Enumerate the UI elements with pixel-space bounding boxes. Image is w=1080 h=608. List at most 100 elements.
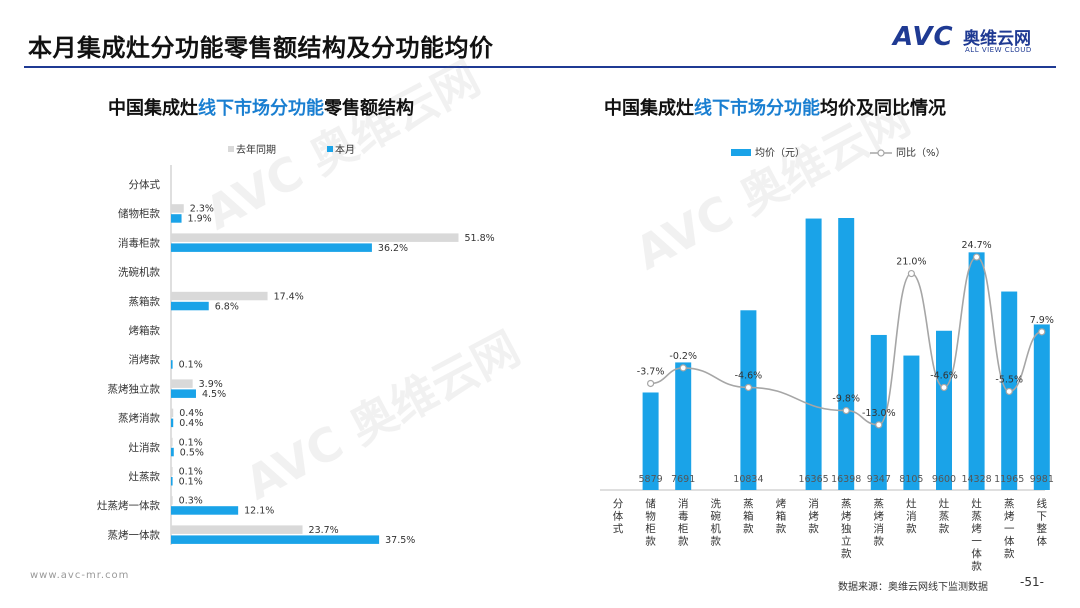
price-label: 9347 xyxy=(867,474,891,485)
category-label: 分体式 xyxy=(613,498,624,535)
yoy-point xyxy=(1038,328,1046,336)
bar-last-year xyxy=(171,496,173,505)
bar-value-label: 0.1% xyxy=(179,437,203,448)
yoy-point xyxy=(679,364,687,372)
bar-last-year xyxy=(171,204,184,213)
legend-swatch-bar xyxy=(731,149,751,156)
right-chart-title: 中国集成灶线下市场分功能均价及同比情况 xyxy=(604,98,946,119)
right-chart: 均价（元） 同比（%）分体式5879储物柜款7691消毒柜款洗碗机款10834蒸箱… xyxy=(600,147,1054,573)
bar-value-label: 0.4% xyxy=(179,418,203,429)
bar-value-label: 12.1% xyxy=(244,506,274,517)
svg-text:款: 款 xyxy=(743,522,754,535)
price-label: 16398 xyxy=(831,474,861,485)
yoy-point xyxy=(973,253,981,261)
price-bar xyxy=(903,355,920,490)
yoy-label: 7.9% xyxy=(1030,315,1054,326)
yoy-point xyxy=(907,269,915,278)
bar-last-year xyxy=(171,437,173,447)
price-bar xyxy=(936,330,952,490)
yoy-point xyxy=(842,407,850,415)
svg-text:消: 消 xyxy=(906,510,917,523)
svg-text:灶: 灶 xyxy=(906,497,917,510)
yoy-label: -4.6% xyxy=(930,370,958,381)
bar-value-label: 6.8% xyxy=(215,301,239,312)
svg-text:蒸: 蒸 xyxy=(971,511,982,523)
bar-value-label: 37.5% xyxy=(385,535,415,546)
bar-value-label: 1.9% xyxy=(188,214,212,225)
svg-text:体: 体 xyxy=(971,548,982,560)
yoy-label: -3.7% xyxy=(637,366,665,377)
svg-text:款: 款 xyxy=(776,522,787,535)
category-label: 蒸烤一体款 xyxy=(108,528,161,541)
bar-last-year xyxy=(171,467,173,476)
bar-this-month xyxy=(171,447,174,457)
svg-text:式: 式 xyxy=(613,522,624,535)
category-label: 灶消款 xyxy=(906,497,917,535)
svg-text:蒸: 蒸 xyxy=(939,511,950,523)
svg-text:款: 款 xyxy=(711,535,722,548)
price-label: 7691 xyxy=(671,474,695,485)
price-bar xyxy=(1033,324,1050,490)
svg-text:柜: 柜 xyxy=(645,522,656,535)
price-label: 9600 xyxy=(932,474,956,485)
yoy-label: 21.0% xyxy=(896,257,926,268)
svg-text:箱: 箱 xyxy=(776,510,787,523)
bar-this-month xyxy=(171,360,173,369)
svg-text:灶: 灶 xyxy=(971,497,982,510)
svg-text:款: 款 xyxy=(874,535,885,548)
svg-text:蒸: 蒸 xyxy=(841,498,852,510)
yoy-line xyxy=(650,256,1043,426)
svg-text:蒸: 蒸 xyxy=(874,498,885,510)
category-label: 蒸烤消款 xyxy=(118,412,160,425)
yoy-point xyxy=(646,379,655,388)
svg-text:分: 分 xyxy=(613,498,624,510)
yoy-label: -9.8% xyxy=(832,394,860,405)
svg-text:储: 储 xyxy=(645,497,656,510)
yoy-point xyxy=(1005,387,1013,396)
legend-marker-line xyxy=(877,149,885,157)
price-bar xyxy=(740,310,757,490)
bar-value-label: 51.8% xyxy=(464,233,494,244)
legend-label-0: 去年同期 xyxy=(236,143,276,156)
svg-text:立: 立 xyxy=(841,535,852,548)
svg-text:蒸: 蒸 xyxy=(1004,498,1015,510)
bar-last-year xyxy=(171,291,268,301)
svg-text:款: 款 xyxy=(971,560,982,573)
bar-this-month xyxy=(171,243,372,252)
svg-text:烤: 烤 xyxy=(808,510,819,523)
avc-logo: AVC 奥维云网 ALL VIEW CLOUD xyxy=(893,22,1058,62)
left-chart-title: 中国集成灶线下市场分功能零售额结构 xyxy=(108,98,414,119)
bar-value-label: 0.1% xyxy=(179,467,203,478)
price-bar xyxy=(838,218,855,490)
category-label: 洗碗机款 xyxy=(711,498,722,548)
yoy-point xyxy=(744,383,752,392)
left-legend: 去年同期 本月 xyxy=(228,143,355,156)
price-bar xyxy=(870,334,887,490)
category-label: 灶蒸烤一体款 xyxy=(971,497,982,573)
right-legend: 均价（元） 同比（%） xyxy=(731,147,946,159)
category-label: 储物柜款 xyxy=(645,497,656,548)
svg-text:一: 一 xyxy=(1004,523,1015,535)
category-label: 消烤款 xyxy=(129,353,161,366)
price-label: 11965 xyxy=(994,474,1024,485)
svg-text:机: 机 xyxy=(711,522,722,535)
bar-this-month xyxy=(171,506,239,515)
svg-text:线: 线 xyxy=(1037,497,1048,510)
bar-this-month xyxy=(171,477,173,486)
price-label: 5879 xyxy=(639,474,663,485)
logo-mark: AVC xyxy=(893,22,954,52)
svg-text:体: 体 xyxy=(1004,536,1015,548)
category-label: 蒸箱款 xyxy=(743,498,754,535)
category-label: 烤箱款 xyxy=(776,497,787,535)
svg-text:款: 款 xyxy=(841,547,852,560)
svg-text:体: 体 xyxy=(1037,536,1048,548)
bar-last-year xyxy=(171,525,303,534)
price-label: 10834 xyxy=(733,474,763,485)
svg-text:烤: 烤 xyxy=(874,510,885,523)
category-label: 烤箱款 xyxy=(129,324,161,337)
bar-value-label: 0.3% xyxy=(179,496,203,507)
yoy-label: -4.6% xyxy=(735,370,763,381)
category-label: 消毒柜款 xyxy=(118,236,160,249)
svg-text:体: 体 xyxy=(613,511,624,523)
